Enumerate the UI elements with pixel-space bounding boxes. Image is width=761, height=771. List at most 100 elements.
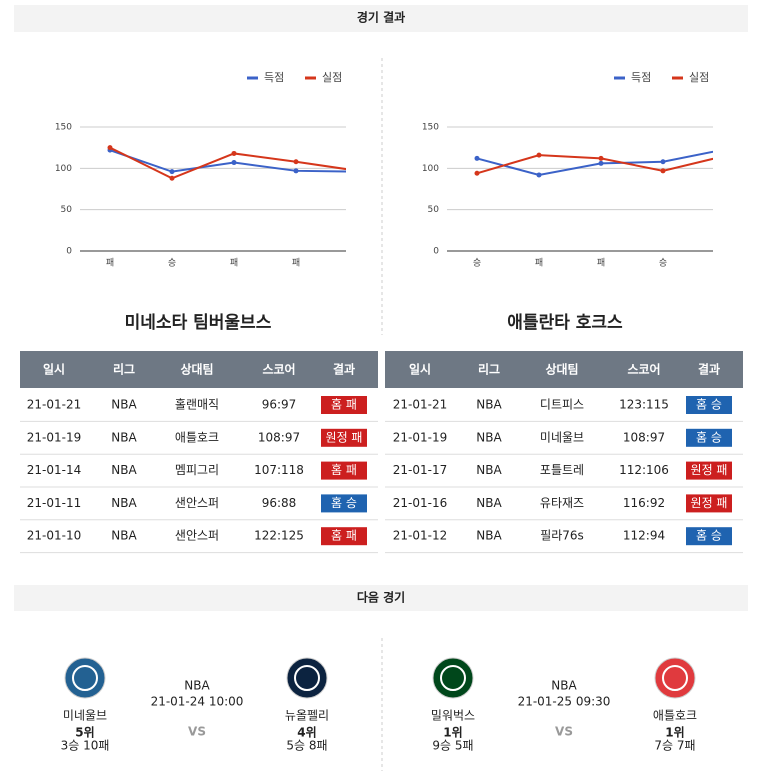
point (723, 153, 728, 158)
cell: 21-01-16 (393, 496, 447, 510)
cell: 21-01-17 (393, 463, 447, 477)
result-text: 원정 패 (326, 430, 363, 444)
point (356, 169, 361, 174)
point (474, 155, 480, 161)
column-header: 결과 (698, 362, 720, 377)
cell: 샌안스퍼 (175, 529, 219, 543)
cell: 애틀호크 (175, 430, 219, 444)
cell: NBA (111, 529, 137, 543)
team-logo-inner (440, 665, 466, 691)
cell: NBA (111, 463, 137, 477)
section-title: 다음 경기 (357, 590, 405, 605)
cell: NBA (476, 529, 502, 543)
table-header (20, 351, 378, 388)
cell: 21-01-10 (27, 529, 81, 543)
column-header: 상대팀 (180, 362, 213, 377)
vs: VS (555, 725, 573, 739)
team-rank: 5위 (75, 726, 94, 740)
x-tick-label: 승 (168, 258, 176, 269)
team-name: 미네소타 팀버울브스 (125, 313, 272, 333)
cell: 107:118 (254, 463, 304, 477)
result-badge (321, 396, 367, 414)
result-badge (686, 396, 732, 414)
team-logo (64, 657, 106, 699)
team-name: 미네울브 (63, 709, 107, 723)
cell: 디트피스 (540, 398, 584, 412)
column-header: 리그 (113, 362, 135, 377)
cell: NBA (476, 463, 502, 477)
cell: 미네울브 (540, 430, 584, 444)
result-badge (321, 461, 367, 480)
plot (107, 145, 361, 181)
x-tick-label: 패 (597, 258, 605, 269)
cell: 21-01-12 (393, 529, 447, 543)
column-header: 스코어 (627, 362, 660, 377)
x-tick-label: 패 (106, 258, 114, 269)
team-logo (654, 657, 696, 699)
league: NBA (551, 679, 577, 693)
team-name: 밀워벅스 (431, 709, 475, 723)
column-header: 상대팀 (545, 362, 578, 377)
cell: 96:97 (262, 398, 297, 412)
result-badge (686, 494, 732, 513)
y-tick-label: 0 (66, 247, 72, 257)
cell: 108:97 (258, 430, 300, 444)
team-logo-inner (72, 665, 98, 691)
point (474, 170, 480, 176)
result-text: 홈 패 (331, 398, 357, 412)
cell: 21-01-21 (27, 398, 81, 412)
cell: 112:106 (619, 463, 669, 477)
result-text: 홈 패 (331, 463, 357, 477)
plot (474, 150, 728, 178)
point (598, 155, 604, 161)
result-text: 홈 승 (696, 430, 722, 444)
team-logo (432, 657, 474, 699)
point (107, 145, 113, 151)
vs: VS (188, 725, 206, 739)
y-tick-label: 0 (433, 247, 439, 257)
cell: 홀랜매직 (175, 398, 219, 412)
column-header: 일시 (43, 363, 65, 377)
y-tick-label: 50 (428, 205, 440, 215)
point (293, 159, 299, 165)
column-header: 리그 (478, 362, 500, 377)
result-text: 원정 패 (691, 463, 728, 477)
cell: 포틀트레 (540, 463, 584, 477)
x-tick-label: 승 (473, 258, 481, 269)
column-header: 일시 (409, 363, 431, 377)
cell: NBA (111, 430, 137, 444)
point (231, 160, 237, 166)
cell: 21-01-14 (27, 463, 81, 477)
cell: 21-01-11 (27, 496, 81, 510)
legend-label: 득점 (264, 71, 284, 84)
result-text: 홈 승 (331, 496, 357, 510)
cell: 필라76s (540, 529, 584, 543)
y-tick-label: 150 (55, 123, 72, 133)
team-rank: 4위 (297, 726, 316, 740)
y-tick-label: 50 (61, 205, 73, 215)
y-tick-label: 100 (422, 164, 439, 174)
cell: 21-01-21 (393, 398, 447, 412)
team-record: 5승 8패 (286, 739, 327, 753)
result-badge (321, 494, 367, 513)
team-logo-inner (294, 665, 320, 691)
y-tick-label: 100 (55, 164, 72, 174)
point (660, 168, 666, 174)
cell: NBA (111, 398, 137, 412)
team-rank: 1위 (665, 726, 684, 740)
x-tick-label: 승 (659, 258, 667, 269)
cell: 유타재즈 (540, 496, 584, 510)
team-logo-inner (662, 665, 688, 691)
team-rank: 1위 (443, 726, 462, 740)
result-text: 홈 승 (696, 529, 722, 543)
result-text: 홈 승 (696, 398, 722, 412)
section-bar (14, 585, 748, 611)
column-header: 결과 (333, 362, 355, 377)
point (536, 172, 542, 178)
team-name: 뉴올펠리 (285, 709, 329, 723)
legend-label: 득점 (631, 71, 651, 84)
legend-label: 실점 (322, 71, 342, 84)
legend-label: 실점 (689, 71, 709, 84)
point (598, 160, 604, 166)
